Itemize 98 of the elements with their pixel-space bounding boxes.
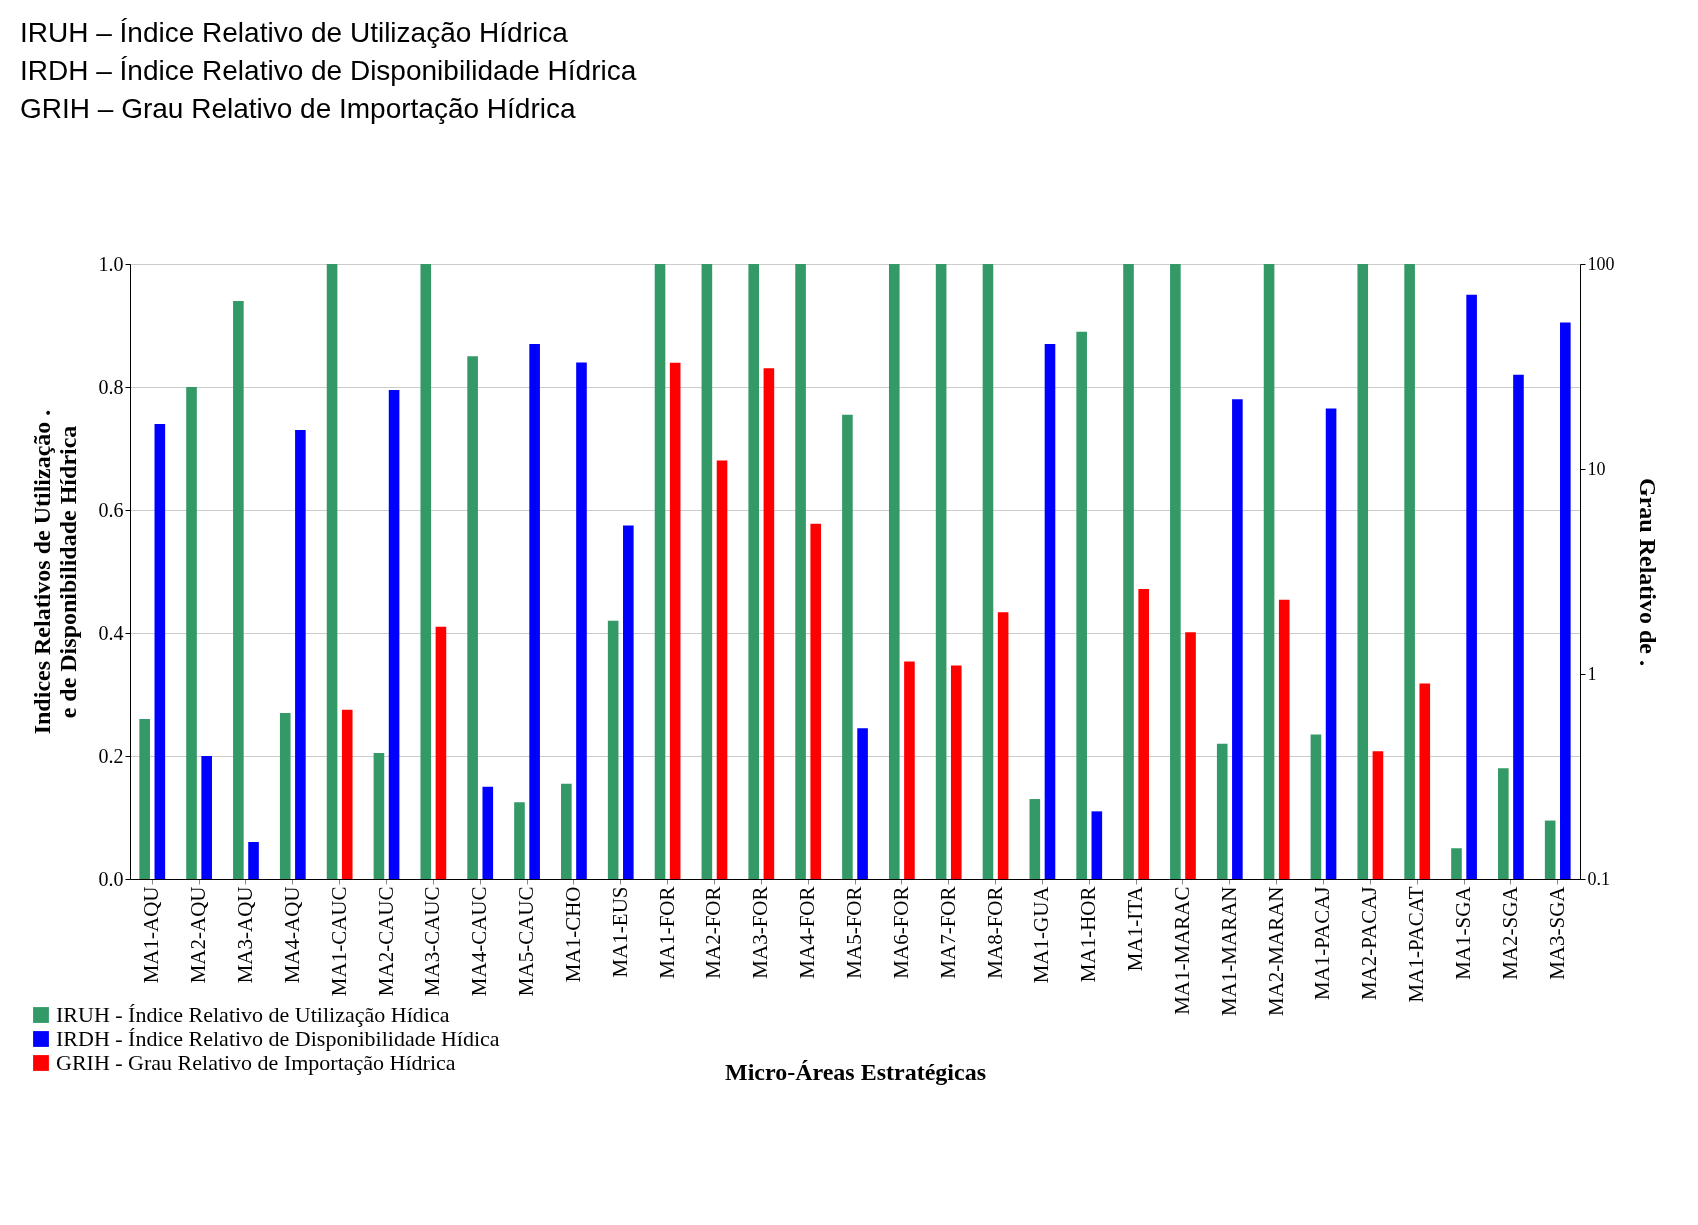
y-tick-label: 1.0: [98, 252, 124, 275]
x-tick-label: MA4-CAUC: [467, 886, 492, 997]
x-tick-label: MA1-CHO: [560, 886, 585, 983]
y2-tick-label: 100: [1587, 253, 1615, 274]
x-tick-label: MA8-FOR: [982, 886, 1007, 979]
bar: [1451, 848, 1462, 879]
x-tick-label: MA4-AQU: [279, 886, 304, 984]
bar: [248, 842, 259, 879]
bar: [888, 264, 900, 879]
x-tick-label: MA3-CAUC: [420, 886, 445, 997]
bar: [1357, 264, 1369, 879]
legend-label: IRUH - Índice Relativo de Utilização Hídica: [56, 1002, 450, 1027]
text: GRIH – Grau Relativo de Importação Hídrica: [20, 93, 576, 124]
y-tick-label: 0.0: [98, 867, 124, 890]
x-tick-label: MA1-MARAC: [1169, 886, 1194, 1015]
bar: [420, 264, 432, 879]
bar: [326, 264, 338, 879]
bar: [467, 356, 478, 879]
bar: [1560, 322, 1571, 879]
bar: [1123, 264, 1134, 879]
y2-axis-title: Grau Relativo de .: [1634, 478, 1661, 666]
bar: [982, 264, 994, 879]
y-tick-label: 0.2: [98, 744, 124, 767]
bar: [654, 264, 666, 879]
x-tick-label: MA2-CAUC: [373, 886, 398, 997]
x-tick-label: MA1-FOR: [654, 886, 679, 979]
x-axis-title: Micro-Áreas Estratégicas: [724, 1059, 987, 1086]
x-tick-label: MA1-ITA: [1123, 885, 1148, 972]
bar: [295, 430, 306, 879]
y2-tick-label: 10: [1587, 458, 1606, 479]
bar: [1498, 768, 1509, 879]
x-tick-label: MA1-EUS: [607, 886, 632, 978]
bar: [1029, 799, 1041, 879]
bar: [514, 802, 525, 879]
legend-label: IRDH - Índice Relativo de Disponibilidade Hídica: [56, 1026, 500, 1051]
x-tick-label: MA3-FOR: [748, 886, 773, 979]
x-tick-label: MA1-CAUC: [326, 886, 351, 997]
text: IRUH – Índice Relativo de Utilização Hídrica: [20, 17, 569, 48]
x-tick-label: MA1-PACAT: [1404, 886, 1429, 1003]
bar: [388, 390, 400, 879]
x-tick-label: MA1-AQU: [139, 886, 164, 984]
bar: [795, 264, 806, 879]
bar: [561, 783, 572, 879]
bar: [139, 719, 150, 879]
bar: [201, 756, 212, 879]
bar: [748, 264, 760, 879]
x-tick-label: MA2-SGA: [1497, 885, 1522, 980]
x-tick-label: MA7-FOR: [935, 886, 960, 979]
x-tick-label: MA1-MARAN: [1216, 886, 1241, 1017]
bar: [279, 712, 291, 879]
y-tick-label: 0.4: [98, 621, 124, 644]
bar: [186, 387, 197, 879]
x-tick-label: MA6-FOR: [888, 886, 913, 979]
bar: [1170, 264, 1181, 879]
bar: [576, 362, 587, 879]
bar: [701, 264, 713, 879]
bar: [1513, 374, 1524, 879]
x-tick-label: MA2-FOR: [701, 886, 726, 979]
bar: [935, 264, 947, 879]
bar: [842, 414, 853, 879]
bar: [233, 300, 244, 879]
x-tick-label: MA5-CAUC: [514, 886, 539, 997]
bar: [373, 752, 385, 879]
bar: [1091, 811, 1103, 879]
y-tick-label: 0.8: [98, 375, 124, 398]
y-axis-title: Indices Relativos de Utilização . e de Disponibilidade Hídrica: [28, 409, 81, 735]
x-tick-label: MA2-MARAN: [1263, 886, 1288, 1017]
bar: [1232, 399, 1243, 879]
bar: [623, 525, 634, 879]
bar: [1544, 820, 1556, 879]
bar: [1404, 264, 1415, 879]
bar: [1325, 408, 1337, 879]
bar: [1044, 343, 1056, 879]
x-tick-label: MA1-PACAJ: [1310, 886, 1335, 1001]
x-tick-label: MA5-FOR: [842, 886, 866, 979]
bar: [1263, 264, 1275, 879]
x-tick-label: MA2-PACAJ: [1357, 886, 1382, 1001]
x-tick-label: MA3-SGA: [1544, 885, 1569, 980]
bar: [1076, 331, 1087, 879]
bar: [529, 343, 540, 879]
x-tick-label: MA3-AQU: [232, 886, 257, 984]
bar: [154, 423, 166, 879]
x-tick-label: MA4-FOR: [795, 886, 820, 979]
bar: [482, 786, 494, 879]
x-tick-label: MA1-SGA: [1451, 885, 1476, 980]
y2-tick-label: 0.1: [1587, 868, 1610, 889]
legend-label: GRIH - Grau Relativo de Importação Hídrica: [56, 1050, 456, 1075]
text: IRDH – Índice Relativo de Disponibilidade Hídrica: [20, 55, 637, 86]
bar: [607, 620, 619, 879]
bar: [1310, 734, 1322, 879]
bar: [857, 728, 868, 879]
y2-tick-label: 1: [1587, 663, 1597, 684]
x-tick-label: MA1-HOR: [1076, 886, 1101, 983]
bar: [1216, 743, 1228, 879]
x-tick-label: MA1-GUA: [1029, 885, 1054, 984]
x-tick-label: MA2-AQU: [186, 886, 211, 984]
y-tick-label: 0.6: [98, 498, 124, 521]
bar: [1466, 294, 1477, 879]
